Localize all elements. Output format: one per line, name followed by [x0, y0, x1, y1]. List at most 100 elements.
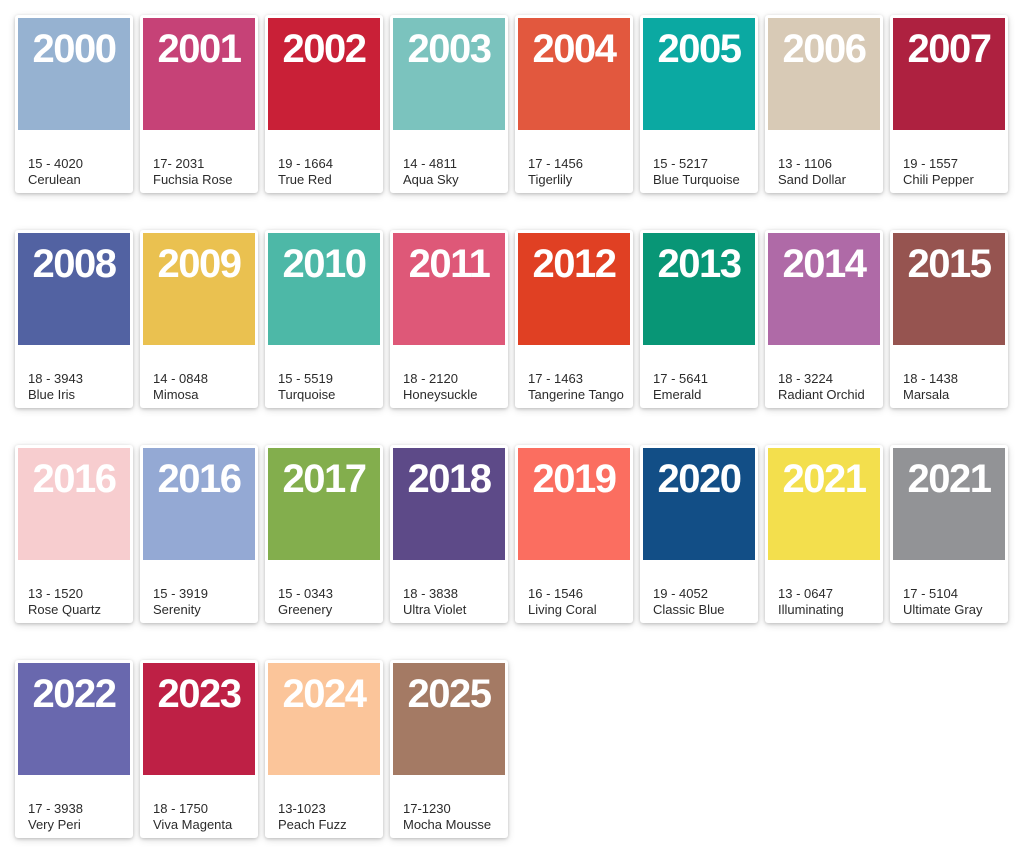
- pantone-code: 13 - 1520: [28, 586, 83, 601]
- color-card-2007-chili-pepper: 2007 19 - 1557 Chili Pepper: [890, 15, 1008, 193]
- color-name: Emerald: [653, 387, 702, 402]
- color-name: Radiant Orchid: [778, 387, 865, 402]
- year-label: 2007: [907, 27, 992, 71]
- color-label: 19 - 1557 Chili Pepper: [893, 130, 1005, 188]
- color-name: Honeysuckle: [403, 387, 478, 402]
- color-label: 13 - 0647 Illuminating: [768, 560, 880, 618]
- color-card-2014-radiant-orchid: 2014 18 - 3224 Radiant Orchid: [765, 230, 883, 408]
- year-label: 2014: [782, 242, 867, 286]
- pantone-code: 17 - 3938: [28, 801, 83, 816]
- color-swatch: 2002: [268, 18, 380, 130]
- color-card-2015-marsala: 2015 18 - 1438 Marsala: [890, 230, 1008, 408]
- color-name: Very Peri: [28, 817, 81, 832]
- color-card-2021-ultimate-gray: 2021 17 - 5104 Ultimate Gray: [890, 445, 1008, 623]
- pantone-code: 13-1023: [278, 801, 326, 816]
- color-name: Tangerine Tango: [528, 387, 624, 402]
- color-swatch: 2016: [143, 448, 255, 560]
- color-name: Marsala: [903, 387, 950, 402]
- color-label: 17 - 5641 Emerald: [643, 345, 755, 403]
- color-card-2016-rose-quartz: 2016 13 - 1520 Rose Quartz: [15, 445, 133, 623]
- color-label: 17 - 1456 Tigerlily: [518, 130, 630, 188]
- color-name: Blue Iris: [28, 387, 75, 402]
- year-label: 2000: [32, 27, 117, 71]
- year-label: 2010: [282, 242, 367, 286]
- color-card-2024-peach-fuzz: 2024 13-1023 Peach Fuzz: [265, 660, 383, 838]
- color-swatch: 2007: [893, 18, 1005, 130]
- year-label: 2021: [907, 457, 992, 501]
- color-card-2000-cerulean: 2000 15 - 4020 Cerulean: [15, 15, 133, 193]
- color-label: 15 - 5519 Turquoise: [268, 345, 380, 403]
- color-label: 14 - 4811 Aqua Sky: [393, 130, 505, 188]
- color-card-2023-viva-magenta: 2023 18 - 1750 Viva Magenta: [140, 660, 258, 838]
- color-swatch: 2025: [393, 663, 505, 775]
- color-name: Fuchsia Rose: [153, 172, 233, 187]
- color-name: Cerulean: [28, 172, 81, 187]
- pantone-color-grid: 2000 15 - 4020 Cerulean 2001 17- 2031 Fu…: [15, 15, 1008, 838]
- color-name: Living Coral: [528, 602, 597, 617]
- pantone-code: 15 - 0343: [278, 586, 333, 601]
- color-swatch: 2006: [768, 18, 880, 130]
- color-card-2013-emerald: 2013 17 - 5641 Emerald: [640, 230, 758, 408]
- pantone-code: 18 - 3224: [778, 371, 833, 386]
- color-name: Classic Blue: [653, 602, 725, 617]
- color-label: 18 - 1750 Viva Magenta: [143, 775, 255, 833]
- pantone-code: 14 - 4811: [403, 156, 457, 171]
- color-card-2012-tangerine-tango: 2012 17 - 1463 Tangerine Tango: [515, 230, 633, 408]
- color-card-2004-tigerlily: 2004 17 - 1456 Tigerlily: [515, 15, 633, 193]
- color-swatch: 2005: [643, 18, 755, 130]
- color-swatch: 2011: [393, 233, 505, 345]
- color-label: 15 - 5217 Blue Turquoise: [643, 130, 755, 188]
- year-label: 2015: [907, 242, 992, 286]
- color-card-2001-fuchsia-rose: 2001 17- 2031 Fuchsia Rose: [140, 15, 258, 193]
- year-label: 2008: [32, 242, 117, 286]
- color-card-2003-aqua-sky: 2003 14 - 4811 Aqua Sky: [390, 15, 508, 193]
- pantone-code: 17 - 1463: [528, 371, 583, 386]
- color-label: 17-1230 Mocha Mousse: [393, 775, 505, 833]
- year-label: 2018: [407, 457, 492, 501]
- color-label: 14 - 0848 Mimosa: [143, 345, 255, 403]
- color-card-2011-honeysuckle: 2011 18 - 2120 Honeysuckle: [390, 230, 508, 408]
- year-label: 2012: [532, 242, 617, 286]
- color-name: Illuminating: [778, 602, 844, 617]
- color-swatch: 2009: [143, 233, 255, 345]
- color-name: Chili Pepper: [903, 172, 974, 187]
- color-swatch: 2013: [643, 233, 755, 345]
- color-name: Mimosa: [153, 387, 199, 402]
- color-name: Ultimate Gray: [903, 602, 983, 617]
- pantone-code: 19 - 4052: [653, 586, 708, 601]
- color-label: 18 - 3943 Blue Iris: [18, 345, 130, 403]
- year-label: 2016: [157, 457, 242, 501]
- color-card-2010-turquoise: 2010 15 - 5519 Turquoise: [265, 230, 383, 408]
- pantone-code: 15 - 4020: [28, 156, 83, 171]
- color-label: 17 - 3938 Very Peri: [18, 775, 130, 833]
- pantone-code: 18 - 3838: [403, 586, 458, 601]
- year-label: 2025: [407, 672, 492, 716]
- color-label: 15 - 3919 Serenity: [143, 560, 255, 618]
- color-card-2016-serenity: 2016 15 - 3919 Serenity: [140, 445, 258, 623]
- year-label: 2005: [657, 27, 742, 71]
- color-name: Serenity: [153, 602, 201, 617]
- year-label: 2004: [532, 27, 617, 71]
- color-swatch: 2017: [268, 448, 380, 560]
- color-label: 13-1023 Peach Fuzz: [268, 775, 380, 833]
- pantone-code: 15 - 5217: [653, 156, 708, 171]
- color-label: 17 - 5104 Ultimate Gray: [893, 560, 1005, 618]
- pantone-code: 19 - 1557: [903, 156, 958, 171]
- color-swatch: 2001: [143, 18, 255, 130]
- color-label: 19 - 4052 Classic Blue: [643, 560, 755, 618]
- color-card-2019-living-coral: 2019 16 - 1546 Living Coral: [515, 445, 633, 623]
- color-label: 17 - 1463 Tangerine Tango: [518, 345, 630, 403]
- pantone-code: 15 - 5519: [278, 371, 333, 386]
- pantone-code: 13 - 0647: [778, 586, 833, 601]
- color-name: Rose Quartz: [28, 602, 101, 617]
- year-label: 2019: [532, 457, 617, 501]
- color-card-2017-greenery: 2017 15 - 0343 Greenery: [265, 445, 383, 623]
- color-label: 18 - 3838 Ultra Violet: [393, 560, 505, 618]
- color-label: 13 - 1106 Sand Dollar: [768, 130, 880, 188]
- color-card-2005-blue-turquoise: 2005 15 - 5217 Blue Turquoise: [640, 15, 758, 193]
- year-label: 2020: [657, 457, 742, 501]
- pantone-code: 17 - 5641: [653, 371, 708, 386]
- color-swatch: 2022: [18, 663, 130, 775]
- year-label: 2013: [657, 242, 742, 286]
- year-label: 2017: [282, 457, 367, 501]
